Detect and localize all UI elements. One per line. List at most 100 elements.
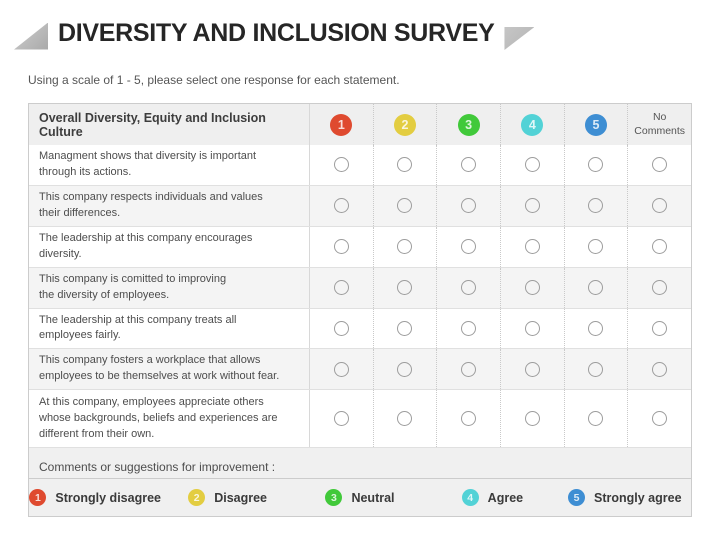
comments-label: Comments or suggestions for improvement …	[39, 460, 276, 475]
statement-text: This company fosters a workplace that al…	[39, 354, 280, 383]
radio-button[interactable]	[397, 157, 413, 173]
radio-button[interactable]	[397, 411, 413, 427]
rating-cell-5[interactable]	[563, 185, 628, 226]
radio-button[interactable]	[588, 198, 604, 214]
rating-cell-1[interactable]	[309, 145, 373, 185]
radio-button[interactable]	[397, 239, 413, 255]
rating-cell-4[interactable]	[500, 349, 564, 390]
rating-cell-2[interactable]	[372, 226, 437, 267]
rating-cell-3[interactable]	[436, 308, 500, 349]
scale-header-cell: 1	[309, 104, 373, 145]
rating-cell-3[interactable]	[436, 390, 500, 448]
rating-cell-1[interactable]	[309, 349, 373, 390]
rating-cell-1[interactable]	[309, 267, 373, 308]
rating-cell-5[interactable]	[563, 267, 628, 308]
radio-button[interactable]	[333, 157, 349, 173]
scale-number-badge: 2	[393, 113, 416, 136]
radio-button[interactable]	[588, 239, 604, 255]
radio-button[interactable]	[652, 198, 668, 214]
radio-button[interactable]	[588, 280, 604, 296]
radio-button[interactable]	[524, 280, 540, 296]
scale-header-cell: 5	[563, 104, 628, 145]
rating-cell-5[interactable]	[563, 308, 628, 349]
radio-button[interactable]	[333, 361, 349, 377]
radio-button[interactable]	[461, 198, 477, 214]
radio-button[interactable]	[397, 320, 413, 336]
radio-button[interactable]	[524, 157, 540, 173]
rating-cell-no-comments[interactable]	[627, 390, 691, 448]
rating-cell-4[interactable]	[500, 390, 564, 448]
radio-button[interactable]	[461, 239, 477, 255]
radio-button[interactable]	[652, 157, 668, 173]
radio-button[interactable]	[588, 411, 604, 427]
radio-button[interactable]	[588, 361, 604, 377]
rating-cell-no-comments[interactable]	[627, 185, 691, 226]
instruction-text: Using a scale of 1 - 5, please select on…	[28, 73, 400, 87]
legend-label: Strongly disagree	[55, 490, 161, 505]
radio-button[interactable]	[524, 198, 540, 214]
radio-button[interactable]	[652, 411, 668, 427]
radio-button[interactable]	[461, 320, 477, 336]
rating-cell-2[interactable]	[372, 185, 437, 226]
rating-cell-1[interactable]	[309, 308, 373, 349]
rating-cell-4[interactable]	[500, 226, 564, 267]
rating-cell-no-comments[interactable]	[627, 349, 691, 390]
rating-cell-2[interactable]	[372, 267, 437, 308]
rating-cell-no-comments[interactable]	[627, 267, 691, 308]
radio-button[interactable]	[588, 320, 604, 336]
radio-button[interactable]	[652, 280, 668, 296]
rating-cell-2[interactable]	[372, 390, 437, 448]
radio-button[interactable]	[461, 411, 477, 427]
rating-cell-1[interactable]	[309, 390, 373, 448]
radio-button[interactable]	[524, 239, 540, 255]
rating-cell-2[interactable]	[372, 145, 437, 185]
radio-button[interactable]	[333, 198, 349, 214]
rating-cell-3[interactable]	[436, 267, 500, 308]
radio-button[interactable]	[333, 280, 349, 296]
rating-cell-5[interactable]	[563, 145, 628, 185]
legend-label: Neutral	[351, 490, 395, 505]
radio-button[interactable]	[333, 239, 349, 255]
rating-cell-5[interactable]	[563, 390, 628, 448]
rating-cell-1[interactable]	[309, 185, 373, 226]
radio-button[interactable]	[397, 280, 413, 296]
radio-button[interactable]	[461, 280, 477, 296]
rating-cell-3[interactable]	[436, 145, 500, 185]
rating-cell-no-comments[interactable]	[627, 145, 691, 185]
radio-button[interactable]	[461, 361, 477, 377]
rating-cell-no-comments[interactable]	[627, 226, 691, 267]
rating-cell-5[interactable]	[563, 349, 628, 390]
radio-button[interactable]	[461, 157, 477, 173]
page-header: DIVERSITY AND INCLUSION SURVEY	[14, 17, 535, 50]
rating-cell-2[interactable]	[372, 308, 437, 349]
rating-cell-3[interactable]	[436, 349, 500, 390]
radio-button[interactable]	[524, 411, 540, 427]
statement-text: This company is comitted to improving th…	[39, 272, 227, 301]
rating-cell-no-comments[interactable]	[627, 308, 691, 349]
radio-button[interactable]	[333, 320, 349, 336]
rating-cell-4[interactable]	[500, 267, 564, 308]
rating-cell-5[interactable]	[563, 226, 628, 267]
radio-button[interactable]	[652, 361, 668, 377]
radio-button[interactable]	[333, 411, 349, 427]
radio-button[interactable]	[397, 361, 413, 377]
radio-button[interactable]	[652, 320, 668, 336]
radio-button[interactable]	[588, 157, 604, 173]
scale-number-badge: 5	[584, 113, 607, 136]
rating-cell-4[interactable]	[500, 308, 564, 349]
rating-cell-2[interactable]	[372, 349, 437, 390]
statement-text: Managment shows that diversity is import…	[39, 150, 257, 178]
rating-cell-4[interactable]	[500, 185, 564, 226]
scale-header-cell: 2	[372, 104, 437, 145]
statement-text: At this company, employees appreciate ot…	[39, 395, 278, 440]
radio-button[interactable]	[652, 239, 668, 255]
rating-cell-3[interactable]	[436, 185, 500, 226]
rating-cell-4[interactable]	[500, 145, 564, 185]
radio-button[interactable]	[524, 361, 540, 377]
rating-cell-1[interactable]	[309, 226, 373, 267]
table-row: At this company, employees appreciate ot…	[29, 389, 691, 448]
radio-button[interactable]	[397, 198, 413, 214]
legend-item: 4 Agree	[426, 489, 558, 506]
radio-button[interactable]	[524, 320, 540, 336]
rating-cell-3[interactable]	[436, 226, 500, 267]
